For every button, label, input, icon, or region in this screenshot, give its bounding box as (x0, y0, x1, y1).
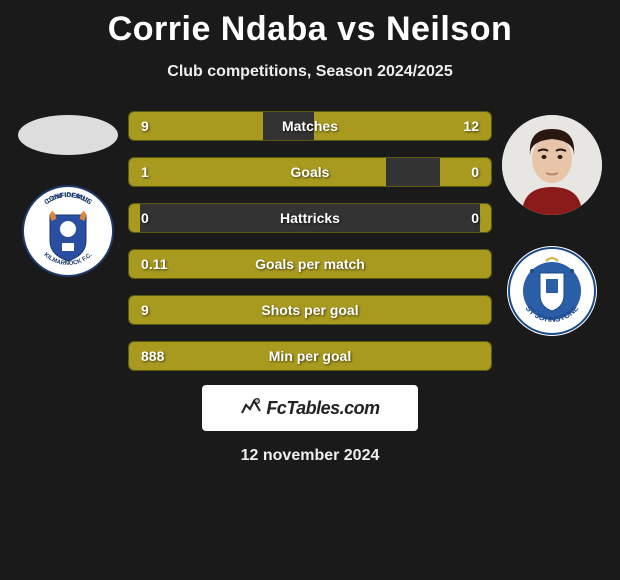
stat-value-left: 0 (129, 210, 238, 226)
avatar-right-svg (502, 115, 602, 215)
player-left-avatar (18, 115, 118, 155)
stat-label: Matches (238, 118, 383, 134)
title-player-left: Corrie Ndaba (108, 10, 328, 48)
stat-value-left: 888 (129, 348, 238, 364)
stat-row: 9Shots per goal (128, 295, 492, 325)
player-right-avatar (502, 115, 602, 215)
stat-value-right: 0 (382, 210, 491, 226)
stat-label: Hattricks (238, 210, 383, 226)
left-column: CONFIDEMUS CONFIDEMUS KILMARNOCK F.C. (8, 111, 128, 371)
subtitle: Club competitions, Season 2024/2025 (8, 63, 612, 81)
branding-text: FcTables.com (266, 398, 379, 419)
title-vs: vs (337, 10, 376, 48)
stat-label: Min per goal (238, 348, 383, 364)
main-row: CONFIDEMUS CONFIDEMUS KILMARNOCK F.C. (8, 111, 612, 371)
crest-left-svg: CONFIDEMUS CONFIDEMUS KILMARNOCK F.C. (22, 185, 114, 277)
branding-badge[interactable]: FcTables.com (202, 385, 418, 431)
stat-value-left: 0.11 (129, 256, 238, 272)
date-label: 12 november 2024 (8, 447, 612, 465)
stat-value-left: 1 (129, 164, 238, 180)
comparison-card: Corrie Ndaba vs Neilson Club competition… (0, 0, 620, 580)
stat-value-right: 12 (382, 118, 491, 134)
stat-label: Shots per goal (238, 302, 383, 318)
stat-value-left: 9 (129, 302, 238, 318)
club-left-crest: CONFIDEMUS CONFIDEMUS KILMARNOCK F.C. (22, 185, 114, 277)
title-player-right: Neilson (386, 10, 512, 48)
stats-column: 9Matches121Goals00Hattricks00.11Goals pe… (128, 111, 492, 371)
stat-value-left: 9 (129, 118, 238, 134)
stat-label: Goals per match (238, 256, 383, 272)
stat-row: 1Goals0 (128, 157, 492, 187)
stat-label: Goals (238, 164, 383, 180)
stat-row: 888Min per goal (128, 341, 492, 371)
stat-row: 9Matches12 (128, 111, 492, 141)
club-right-crest: ST JOHNSTONE (506, 245, 598, 337)
stat-value-right: 0 (382, 164, 491, 180)
stat-row: 0.11Goals per match (128, 249, 492, 279)
stat-row: 0Hattricks0 (128, 203, 492, 233)
page-title: Corrie Ndaba vs Neilson (8, 10, 612, 49)
right-column: ST JOHNSTONE (492, 111, 612, 371)
crest-right-svg: ST JOHNSTONE (506, 245, 598, 337)
branding-icon (240, 397, 262, 420)
